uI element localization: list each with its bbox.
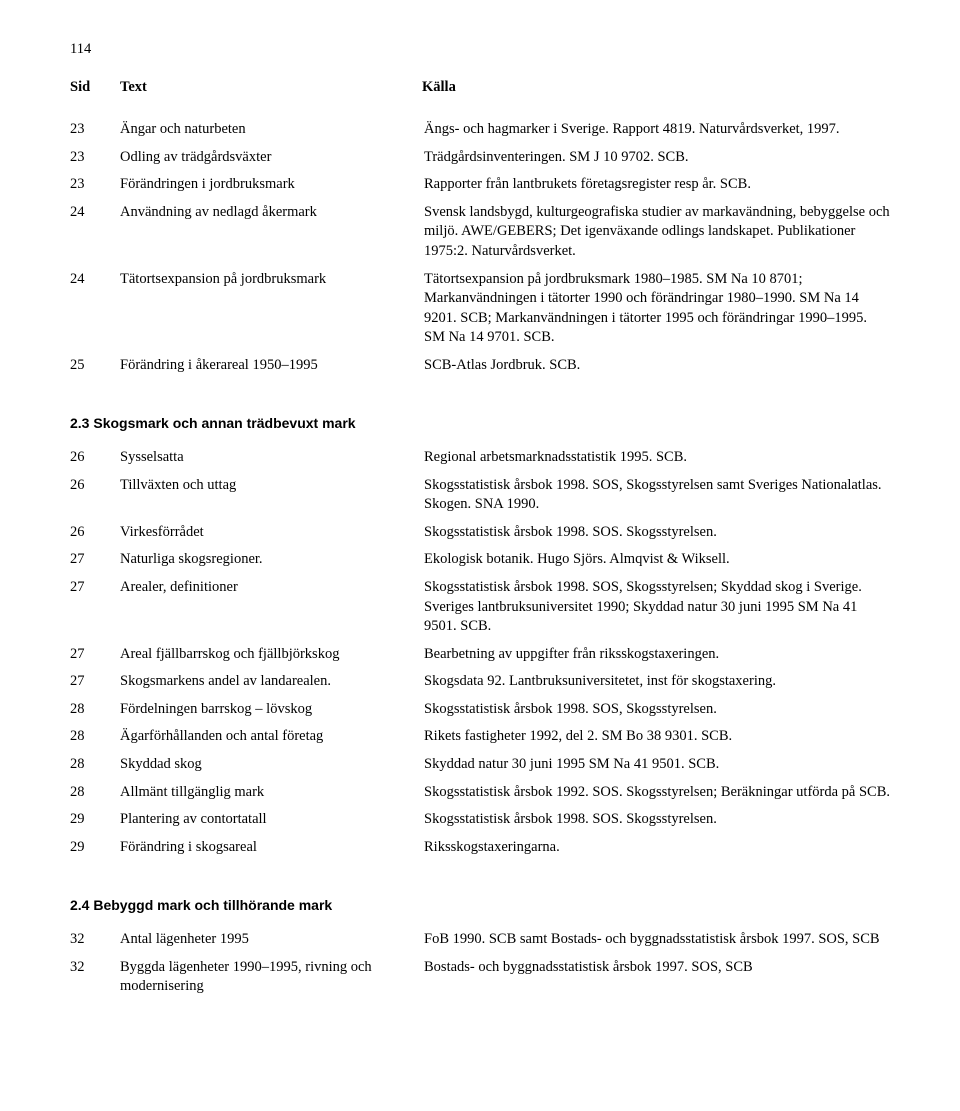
cell-text: Antal lägenheter 1995 xyxy=(120,927,424,955)
table-row: 23 Odling av trädgårdsväxter Trädgårdsin… xyxy=(70,145,890,173)
cell-sid: 23 xyxy=(70,145,120,173)
cell-text: Ägarförhållanden och antal företag xyxy=(120,724,424,752)
cell-text: Naturliga skogsregioner. xyxy=(120,547,424,575)
cell-kalla: Regional arbetsmarknadsstatistik 1995. S… xyxy=(424,445,890,473)
cell-text: Areal fjällbarrskog och fjällbjörkskog xyxy=(120,642,424,670)
cell-text: Förändringen i jordbruksmark xyxy=(120,172,424,200)
cell-text: Ängar och naturbeten xyxy=(120,117,424,145)
cell-text: Odling av trädgårdsväxter xyxy=(120,145,424,173)
source-table-1: 23 Ängar och naturbeten Ängs- och hagmar… xyxy=(70,117,890,380)
table-row: 32 Antal lägenheter 1995 FoB 1990. SCB s… xyxy=(70,927,890,955)
cell-text: Byggda lägenheter 1990–1995, rivning och… xyxy=(120,955,424,1002)
table-row: 23 Förändringen i jordbruksmark Rapporte… xyxy=(70,172,890,200)
cell-sid: 27 xyxy=(70,547,120,575)
cell-text: Tillväxten och uttag xyxy=(120,473,424,520)
cell-sid: 23 xyxy=(70,117,120,145)
cell-text: Skogsmarkens andel av landarealen. xyxy=(120,669,424,697)
cell-kalla: Ekologisk botanik. Hugo Sjörs. Almqvist … xyxy=(424,547,890,575)
cell-kalla: SCB-Atlas Jordbruk. SCB. xyxy=(424,353,890,381)
table-row: 28 Fördelningen barrskog – lövskog Skogs… xyxy=(70,697,890,725)
cell-sid: 27 xyxy=(70,669,120,697)
cell-sid: 29 xyxy=(70,835,120,863)
table-row: 27 Skogsmarkens andel av landarealen. Sk… xyxy=(70,669,890,697)
cell-text: Fördelningen barrskog – lövskog xyxy=(120,697,424,725)
section-heading-2-4: 2.4 Bebyggd mark och tillhörande mark xyxy=(70,896,890,915)
cell-sid: 32 xyxy=(70,955,120,1002)
header-sid: Sid xyxy=(70,78,120,98)
header-kalla: Källa xyxy=(422,78,890,98)
table-row: 26 Virkesförrådet Skogsstatistisk årsbok… xyxy=(70,520,890,548)
cell-sid: 23 xyxy=(70,172,120,200)
table-row: 26 Tillväxten och uttag Skogsstatistisk … xyxy=(70,473,890,520)
cell-kalla: Skogsstatistisk årsbok 1998. SOS. Skogss… xyxy=(424,520,890,548)
page: 114 Sid Text Källa 23 Ängar och naturbet… xyxy=(0,0,960,1062)
cell-text: Allmänt tillgänglig mark xyxy=(120,780,424,808)
cell-sid: 26 xyxy=(70,473,120,520)
table-row: 27 Naturliga skogsregioner. Ekologisk bo… xyxy=(70,547,890,575)
table-row: 24 Användning av nedlagd åkermark Svensk… xyxy=(70,200,890,267)
table-row: 27 Arealer, definitioner Skogsstatistisk… xyxy=(70,575,890,642)
table-row: 28 Ägarförhållanden och antal företag Ri… xyxy=(70,724,890,752)
cell-kalla: Bostads- och byggnadsstatistisk årsbok 1… xyxy=(424,955,890,1002)
cell-sid: 32 xyxy=(70,927,120,955)
table-row: 29 Förändring i skogsareal Riksskogstaxe… xyxy=(70,835,890,863)
cell-sid: 25 xyxy=(70,353,120,381)
source-table-3: 32 Antal lägenheter 1995 FoB 1990. SCB s… xyxy=(70,927,890,1002)
table-row: 27 Areal fjällbarrskog och fjällbjörksko… xyxy=(70,642,890,670)
cell-kalla: Skogsstatistisk årsbok 1998. SOS, Skogss… xyxy=(424,473,890,520)
cell-kalla: Skogsstatistisk årsbok 1998. SOS. Skogss… xyxy=(424,807,890,835)
cell-sid: 28 xyxy=(70,724,120,752)
cell-kalla: Skyddad natur 30 juni 1995 SM Na 41 9501… xyxy=(424,752,890,780)
header-text: Text xyxy=(120,78,422,98)
cell-text: Tätortsexpansion på jordbruksmark xyxy=(120,267,424,353)
cell-sid: 26 xyxy=(70,445,120,473)
cell-text: Förändring i åkerareal 1950–1995 xyxy=(120,353,424,381)
cell-kalla: Skogsdata 92. Lantbruksuniversitetet, in… xyxy=(424,669,890,697)
cell-text: Plantering av contortatall xyxy=(120,807,424,835)
cell-kalla: Riksskogstaxeringarna. xyxy=(424,835,890,863)
cell-sid: 29 xyxy=(70,807,120,835)
cell-kalla: Svensk landsbygd, kulturgeografiska stud… xyxy=(424,200,890,267)
cell-text: Användning av nedlagd åkermark xyxy=(120,200,424,267)
cell-kalla: Bearbetning av uppgifter från riksskogst… xyxy=(424,642,890,670)
cell-kalla: Rikets fastigheter 1992, del 2. SM Bo 38… xyxy=(424,724,890,752)
cell-kalla: Skogsstatistisk årsbok 1998. SOS, Skogss… xyxy=(424,575,890,642)
cell-text: Skyddad skog xyxy=(120,752,424,780)
cell-sid: 28 xyxy=(70,780,120,808)
table-row: 24 Tätortsexpansion på jordbruksmark Tät… xyxy=(70,267,890,353)
cell-kalla: Skogsstatistisk årsbok 1992. SOS. Skogss… xyxy=(424,780,890,808)
cell-sid: 24 xyxy=(70,267,120,353)
cell-kalla: Skogsstatistisk årsbok 1998. SOS, Skogss… xyxy=(424,697,890,725)
cell-kalla: Ängs- och hagmarker i Sverige. Rapport 4… xyxy=(424,117,890,145)
cell-kalla: Rapporter från lantbrukets företagsregis… xyxy=(424,172,890,200)
cell-kalla: Trädgårdsinventeringen. SM J 10 9702. SC… xyxy=(424,145,890,173)
cell-text: Förändring i skogsareal xyxy=(120,835,424,863)
cell-sid: 28 xyxy=(70,697,120,725)
page-number: 114 xyxy=(70,40,890,60)
cell-sid: 28 xyxy=(70,752,120,780)
table-row: 32 Byggda lägenheter 1990–1995, rivning … xyxy=(70,955,890,1002)
table-row: 26 Sysselsatta Regional arbetsmarknadsst… xyxy=(70,445,890,473)
cell-kalla: Tätortsexpansion på jordbruksmark 1980–1… xyxy=(424,267,890,353)
cell-text: Arealer, definitioner xyxy=(120,575,424,642)
source-table-2: 26 Sysselsatta Regional arbetsmarknadsst… xyxy=(70,445,890,862)
cell-text: Sysselsatta xyxy=(120,445,424,473)
cell-sid: 24 xyxy=(70,200,120,267)
table-row: 29 Plantering av contortatall Skogsstati… xyxy=(70,807,890,835)
cell-text: Virkesförrådet xyxy=(120,520,424,548)
cell-kalla: FoB 1990. SCB samt Bostads- och byggnads… xyxy=(424,927,890,955)
section-heading-2-3: 2.3 Skogsmark och annan trädbevuxt mark xyxy=(70,414,890,433)
table-row: 23 Ängar och naturbeten Ängs- och hagmar… xyxy=(70,117,890,145)
table-row: 28 Allmänt tillgänglig mark Skogsstatist… xyxy=(70,780,890,808)
table-header: Sid Text Källa xyxy=(70,78,890,98)
cell-sid: 27 xyxy=(70,575,120,642)
table-row: 25 Förändring i åkerareal 1950–1995 SCB-… xyxy=(70,353,890,381)
cell-sid: 27 xyxy=(70,642,120,670)
cell-sid: 26 xyxy=(70,520,120,548)
table-row: 28 Skyddad skog Skyddad natur 30 juni 19… xyxy=(70,752,890,780)
